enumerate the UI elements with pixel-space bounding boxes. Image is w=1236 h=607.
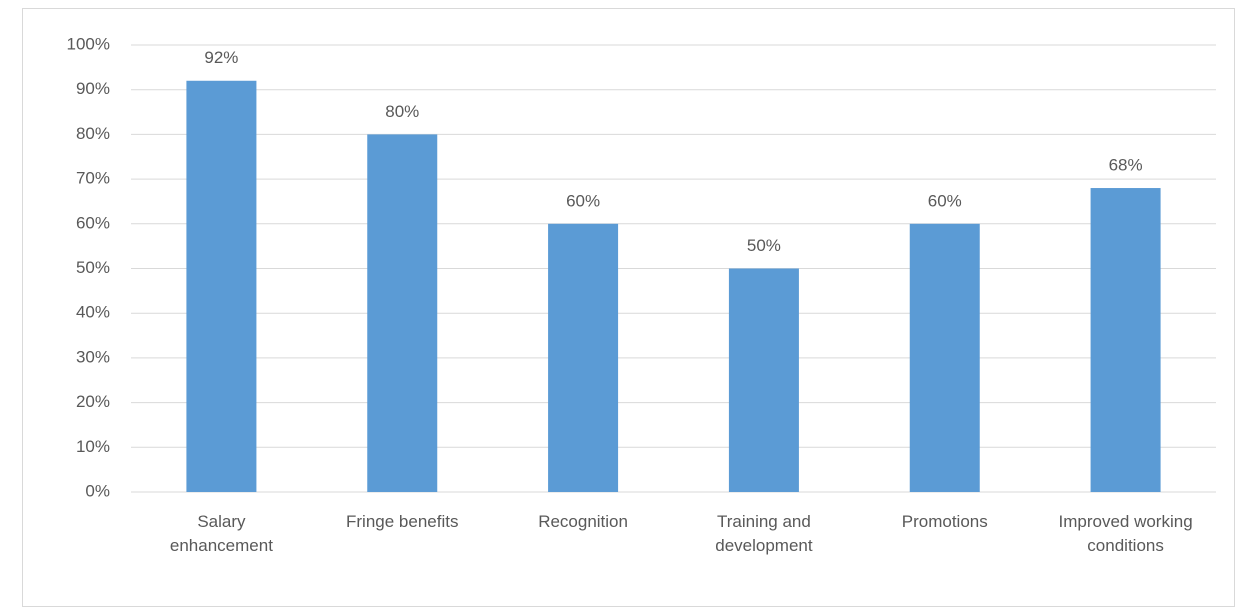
bar: [186, 80, 257, 492]
y-tick-label: 30%: [76, 347, 110, 366]
data-label: 92%: [204, 48, 238, 67]
data-label: 68%: [1109, 156, 1143, 175]
bar: [728, 268, 799, 492]
x-tick-label: Improved working conditions: [1058, 512, 1193, 555]
bar: [909, 223, 980, 493]
x-tick-label: Salary enhancement: [169, 512, 273, 555]
y-tick-label: 50%: [76, 258, 110, 277]
y-tick-label: 10%: [76, 437, 110, 456]
x-tick-label: Promotions: [901, 512, 988, 531]
bar: [1090, 188, 1161, 493]
data-label: 60%: [566, 191, 600, 210]
y-tick-label: 90%: [76, 79, 110, 98]
y-tick-label: 0%: [85, 481, 110, 500]
data-label: 60%: [928, 191, 962, 210]
y-tick-label: 70%: [76, 169, 110, 188]
y-tick-label: 40%: [76, 303, 110, 322]
data-label: 80%: [385, 102, 419, 121]
y-tick-label: 20%: [76, 392, 110, 411]
x-tick-label: Training and development: [715, 512, 813, 555]
y-tick-label: 100%: [67, 34, 110, 53]
data-label: 50%: [747, 236, 781, 255]
y-tick-label: 60%: [76, 213, 110, 232]
bar: [548, 223, 619, 493]
bar: [367, 134, 438, 492]
x-tick-label: Fringe benefits: [346, 512, 459, 531]
x-tick-label: Recognition: [538, 512, 628, 531]
y-tick-label: 80%: [76, 124, 110, 143]
